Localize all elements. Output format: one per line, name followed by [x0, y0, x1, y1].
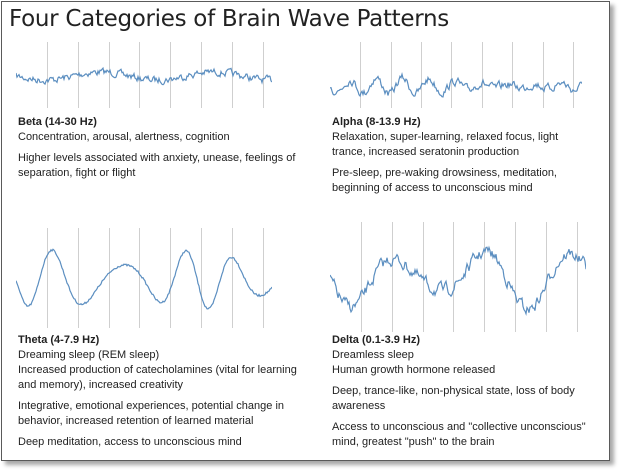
theta-heading: Theta (4-7.9 Hz): [18, 334, 100, 346]
beta-text: Beta (14-30 Hz) Concentration, arousal, a…: [18, 115, 308, 187]
theta-wave-trace: [16, 248, 272, 310]
theta-line1: Dreaming sleep (REM sleep): [18, 349, 160, 361]
alpha-para2: Pre-sleep, pre-waking drowsiness, medita…: [332, 167, 557, 194]
delta-gridlines: [361, 222, 578, 332]
beta-wave-trace: [16, 66, 272, 86]
delta-text: Delta (0.1-3.9 Hz) Dreamless sleep Human g…: [332, 333, 594, 456]
diagram-frame: Four Categories of Brain Wave Patterns B…: [1, 1, 610, 461]
theta-para2: Integrative, emotional experiences, pote…: [18, 400, 285, 427]
theta-wave-plot: [16, 228, 272, 328]
diagram-title: Four Categories of Brain Wave Patterns: [9, 6, 449, 32]
alpha-gridlines: [360, 42, 574, 108]
theta-line2: Increased production of catecholamines (…: [18, 364, 297, 391]
beta-line1: Concentration, arousal, alertness, cogni…: [18, 131, 230, 143]
delta-wave-plot: [330, 222, 586, 332]
delta-para3: Access to unconscious and "collective un…: [332, 421, 586, 448]
alpha-wave-plot: [330, 42, 582, 108]
alpha-text: Alpha (8-13.9 Hz) Relaxation, super-learn…: [332, 115, 594, 202]
delta-para2: Deep, trance-like, non-physical state, l…: [332, 385, 575, 412]
delta-line1: Dreamless sleep: [332, 349, 414, 361]
beta-para2: Higher levels associated with anxiety, u…: [18, 152, 296, 179]
alpha-heading: Alpha (8-13.9 Hz): [332, 116, 421, 128]
delta-heading: Delta (0.1-3.9 Hz): [332, 334, 421, 346]
theta-para3: Deep meditation, access to unconscious m…: [18, 436, 242, 448]
delta-wave-trace: [330, 245, 586, 317]
alpha-line1: Relaxation, super-learning, relaxed focu…: [332, 131, 559, 158]
theta-gridlines: [47, 228, 264, 328]
beta-gridlines: [47, 42, 264, 108]
alpha-wave-trace: [330, 72, 582, 98]
delta-line2: Human growth hormone released: [332, 364, 496, 376]
theta-text: Theta (4-7.9 Hz) Dreaming sleep (REM slee…: [18, 333, 298, 456]
beta-heading: Beta (14-30 Hz): [18, 116, 97, 128]
beta-wave-plot: [16, 42, 272, 108]
